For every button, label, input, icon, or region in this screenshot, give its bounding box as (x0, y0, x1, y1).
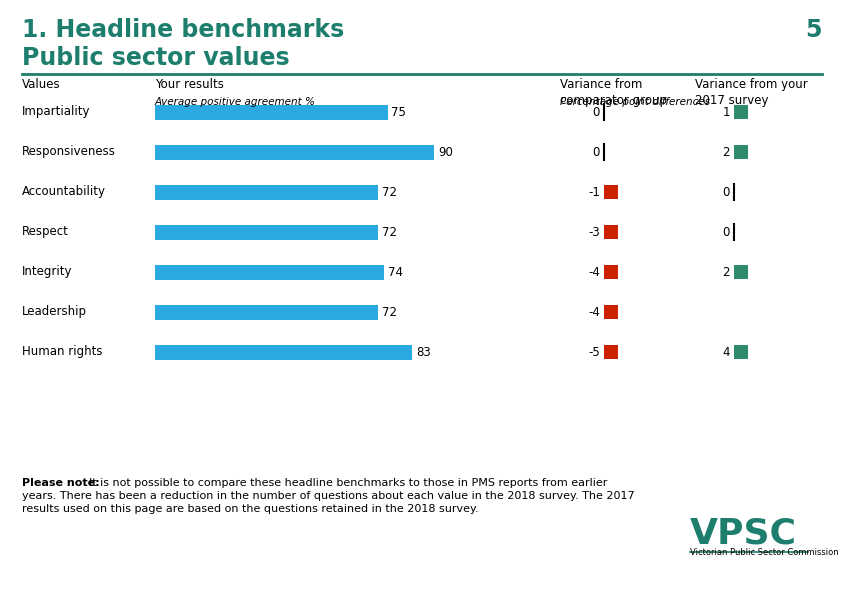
Text: It is not possible to compare these headline benchmarks to those in PMS reports : It is not possible to compare these head… (89, 478, 607, 488)
Text: Respect: Respect (22, 225, 69, 238)
Text: 0: 0 (593, 145, 600, 159)
Text: -1: -1 (588, 185, 600, 198)
Text: -3: -3 (589, 225, 600, 238)
Text: years. There has been a reduction in the number of questions about each value in: years. There has been a reduction in the… (22, 491, 635, 501)
Text: 0: 0 (722, 185, 730, 198)
Text: 83: 83 (416, 346, 431, 359)
Text: 72: 72 (382, 306, 397, 318)
Text: -4: -4 (588, 265, 600, 278)
Text: 1: 1 (722, 105, 730, 119)
Text: 2: 2 (722, 265, 730, 278)
Bar (155, 225, 378, 240)
Bar (604, 225, 618, 239)
Text: Accountability: Accountability (22, 185, 106, 198)
Text: 74: 74 (388, 265, 403, 278)
Bar (604, 305, 618, 319)
Bar (734, 145, 748, 159)
Bar (734, 345, 748, 359)
Text: Average positive agreement %: Average positive agreement % (155, 97, 316, 107)
Text: Responsiveness: Responsiveness (22, 145, 116, 159)
Text: VPSC: VPSC (690, 516, 797, 550)
Text: Percentage point differences: Percentage point differences (560, 97, 710, 107)
Text: 90: 90 (438, 145, 453, 159)
Text: 0: 0 (722, 225, 730, 238)
Bar (734, 105, 748, 119)
Bar (155, 185, 378, 200)
Text: 4: 4 (722, 346, 730, 359)
Text: 72: 72 (382, 225, 397, 238)
Text: Your results: Your results (155, 78, 224, 91)
Text: Public sector values: Public sector values (22, 46, 290, 70)
Bar (604, 185, 618, 199)
Text: results used on this page are based on the questions retained in the 2018 survey: results used on this page are based on t… (22, 504, 478, 514)
Bar (155, 104, 387, 120)
Text: 1. Headline benchmarks: 1. Headline benchmarks (22, 18, 344, 42)
Bar (155, 265, 385, 280)
Text: 75: 75 (392, 105, 407, 119)
Bar (155, 144, 434, 160)
Text: -5: -5 (589, 346, 600, 359)
Text: Variance from
comparator group: Variance from comparator group (560, 78, 667, 107)
Bar (604, 265, 618, 279)
Text: Human rights: Human rights (22, 346, 103, 359)
Text: 5: 5 (806, 18, 822, 42)
Text: 72: 72 (382, 185, 397, 198)
Text: Integrity: Integrity (22, 265, 72, 278)
Text: Values: Values (22, 78, 61, 91)
Bar (734, 265, 748, 279)
Text: 0: 0 (593, 105, 600, 119)
Text: Leadership: Leadership (22, 306, 87, 318)
Text: -4: -4 (588, 306, 600, 318)
Text: Please note:: Please note: (22, 478, 99, 488)
Text: Impartiality: Impartiality (22, 105, 90, 119)
Bar (155, 344, 413, 359)
Bar (604, 345, 618, 359)
Text: Variance from your
2017 survey: Variance from your 2017 survey (695, 78, 807, 107)
Text: Victorian Public Sector Commission: Victorian Public Sector Commission (690, 548, 839, 557)
Text: 2: 2 (722, 145, 730, 159)
Bar (155, 305, 378, 319)
